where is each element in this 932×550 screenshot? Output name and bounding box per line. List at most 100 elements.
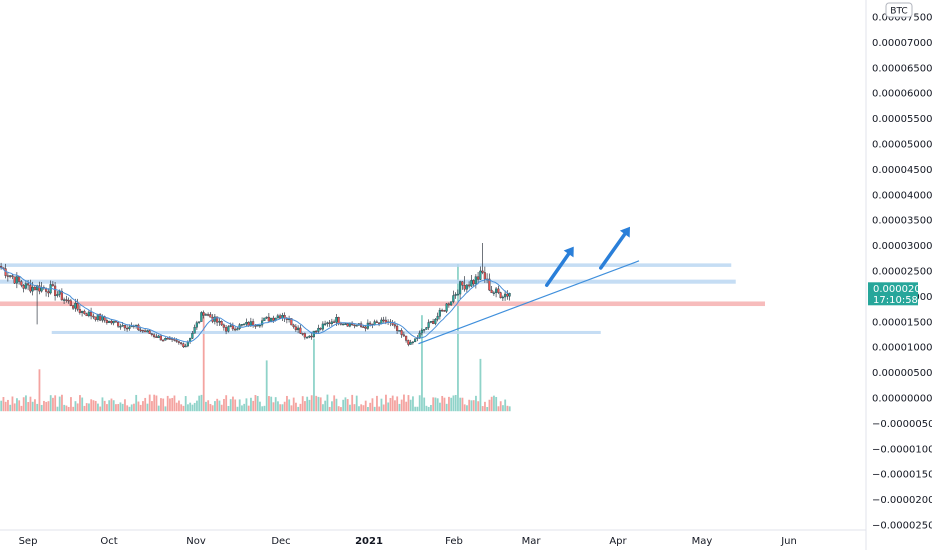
y-tick-label: 0.00005000 [872,140,932,151]
candle-body [20,281,23,286]
volume-bar [243,403,246,412]
volume-bar [121,403,124,412]
candle-body [197,321,201,323]
volume-bar [205,401,207,412]
candle-body [218,321,221,323]
volume-bar [58,396,61,412]
volume-bar [351,394,354,412]
price-axis[interactable]: 0.00007500 0.00007000 0.00006500 0.00006000… [872,13,932,532]
volume-bar [196,400,198,412]
volume-bar [202,316,205,412]
volume-bar [283,401,286,412]
candle-body [47,291,50,294]
volume-bar [148,394,151,412]
volume-bar [2,397,5,412]
candle-body [407,340,410,345]
candle [312,330,315,338]
y-tick-label: 0.00001000 [872,343,932,354]
volume-bar [499,401,502,412]
volume-bar [331,401,333,412]
volume-bar [443,397,446,412]
candle [267,313,270,322]
candle-body [276,315,279,319]
candle [150,332,153,337]
candle [83,309,86,315]
candle-body [209,314,212,318]
volume-bar [146,403,149,412]
candle-body [179,342,183,344]
volume-bar [344,397,347,412]
candle [125,324,129,332]
candle-body [306,336,309,339]
volume-bar [407,395,410,412]
currency-badge[interactable]: BTC [885,2,913,18]
candle-body [346,323,349,327]
volume-bar [394,400,396,412]
candle [477,272,480,285]
candle-body [85,313,88,317]
candle [56,291,59,298]
candle [425,326,428,330]
candle [177,340,180,345]
candle [405,335,408,343]
candle-body [233,328,237,331]
volume-bar [326,394,329,412]
volume-bar [355,395,358,412]
candle [195,320,198,330]
candle-body [54,285,57,296]
candle-body [242,323,246,326]
candle-body [450,301,453,306]
volume-bar [200,394,203,412]
candle [157,334,160,338]
volume-bar [493,395,495,412]
candle [461,281,464,290]
candle-body [65,299,68,301]
arrow-shaft [599,232,627,270]
x-tick-label: Feb [445,536,463,547]
candle [206,312,210,317]
candle-body [353,324,356,326]
candle [24,280,27,290]
volume-bar [301,396,304,412]
candle [479,266,482,281]
volume-bar [173,395,176,412]
volume-bar [220,404,223,412]
candle-body [164,338,167,341]
candle [375,319,378,323]
candle [420,328,423,336]
candle-body [438,309,441,317]
candle [29,279,32,294]
candle-body [94,316,97,320]
candle-body [191,333,194,339]
candle-body [344,323,347,325]
candle [317,324,320,334]
candle-body [319,327,322,330]
candle-body [38,285,41,292]
candle-body [326,322,329,324]
volume-bar [432,397,435,412]
candle [76,298,79,312]
candle [222,323,225,331]
candle [436,312,439,322]
candle-body [98,314,102,321]
y-tick-label: −0.00001500 [872,470,932,481]
candle-body [477,276,480,280]
volume-bar [504,399,507,412]
volume-bar [358,406,360,412]
time-axis[interactable]: Sep Oct Nov Dec 2021 Feb Mar Apr May Jun [19,536,797,547]
candle [161,339,165,342]
candle [197,321,201,325]
volume-bar [74,401,77,412]
x-tick-label: Apr [609,536,627,547]
candle [308,335,311,339]
candle-body [193,327,196,334]
volume-bar [142,401,144,412]
volume-bar [162,398,165,412]
candle-body [121,324,124,327]
volume-bar [184,396,187,412]
candle [355,324,358,327]
candle-body [393,324,396,327]
volume-bar [43,400,45,412]
candle [506,290,509,300]
